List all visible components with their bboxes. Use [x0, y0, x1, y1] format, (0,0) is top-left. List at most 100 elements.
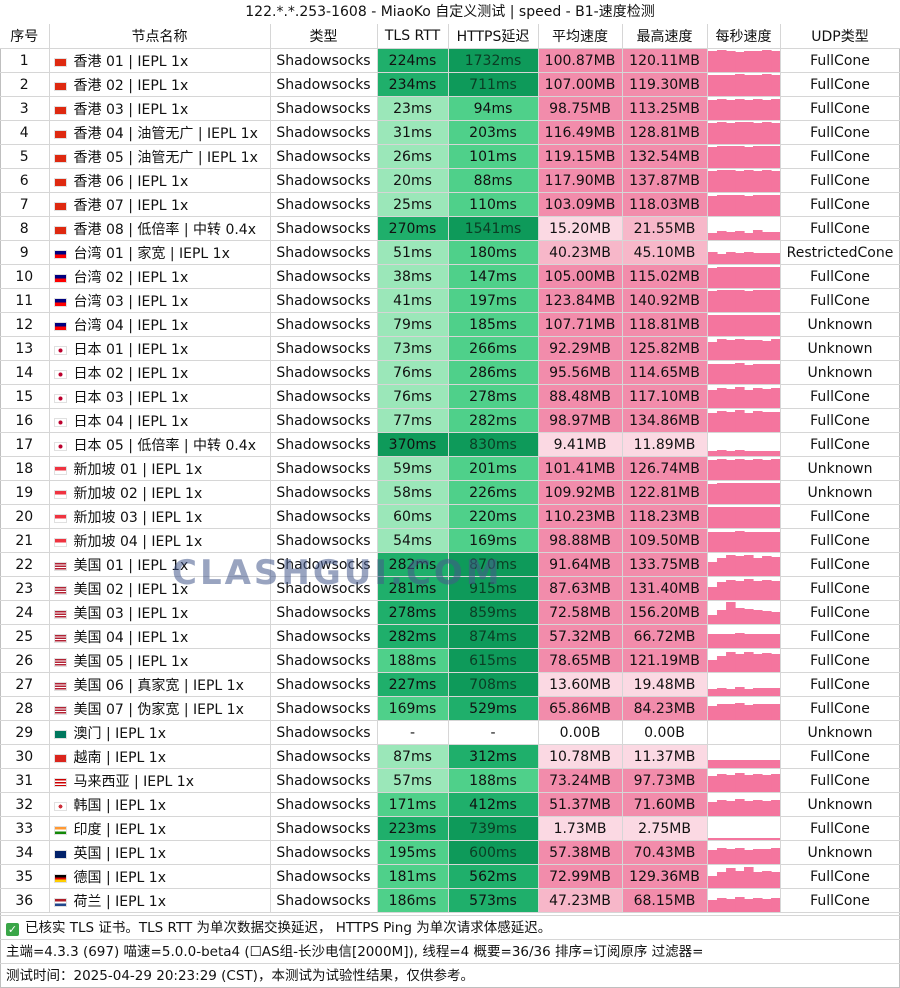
cell-https-latency: 412ms — [448, 792, 539, 817]
table-row[interactable]: 8 香港 08 | 低倍率 | 中转 0.4x Shadowsocks 270ms 15… — [0, 216, 900, 241]
table-row[interactable]: 24 美国 03 | IEPL 1x Shadowsocks 278ms 859ms 72… — [0, 600, 900, 625]
table-row[interactable]: 6 香港 06 | IEPL 1x Shadowsocks 20ms 88ms 117.9… — [0, 168, 900, 193]
table-row[interactable]: 3 香港 03 | IEPL 1x Shadowsocks 23ms 94ms 98.75… — [0, 96, 900, 121]
header-per-second-speed[interactable]: 每秒速度 — [707, 24, 781, 49]
cell-avg-speed: 117.90MB — [538, 168, 623, 193]
spark-bar — [752, 411, 763, 432]
table-row[interactable]: 23 美国 02 | IEPL 1x Shadowsocks 281ms 915ms 87… — [0, 576, 900, 601]
table-row[interactable]: 9 台湾 01 | 家宽 | IEPL 1x Shadowsocks 51ms 180m… — [0, 240, 900, 265]
cell-https-latency: 859ms — [448, 600, 539, 625]
table-header-row: 序号 节点名称 类型 TLS RTT HTTPS延迟 平均速度 最高速度 每秒速… — [0, 24, 900, 49]
cell-tls-rtt: 270ms — [377, 216, 449, 241]
spark-bar — [707, 291, 718, 312]
cell-index: 14 — [0, 360, 50, 385]
table-row[interactable]: 29 澳门 | IEPL 1x Shadowsocks - -0.00B 0.00B Unk… — [0, 720, 900, 745]
spark-bar — [761, 634, 772, 648]
spark-bar — [725, 146, 736, 168]
cell-max-speed: 128.81MB — [622, 120, 708, 145]
table-row[interactable]: 14 日本 02 | IEPL 1x Shadowsocks 76ms 286ms 95.… — [0, 360, 900, 385]
spark-bar — [734, 581, 745, 600]
table-row[interactable]: 13 日本 01 | IEPL 1x Shadowsocks 73ms 266ms 92.… — [0, 336, 900, 361]
cell-type: Shadowsocks — [270, 72, 378, 97]
table-row[interactable]: 32 韩国 | IEPL 1x Shadowsocks 171ms 412ms 51.37… — [0, 792, 900, 817]
cell-index: 26 — [0, 648, 50, 673]
spark-bar — [707, 587, 718, 600]
table-row[interactable]: 21 新加坡 04 | IEPL 1x Shadowsocks 54ms 169ms 98… — [0, 528, 900, 553]
spark-bar — [752, 123, 763, 144]
spark-bar — [716, 411, 727, 432]
spark-bar — [752, 451, 763, 456]
header-max-speed[interactable]: 最高速度 — [622, 24, 708, 49]
spark-bar — [707, 147, 718, 168]
spark-bar — [725, 838, 736, 840]
spark-bar — [725, 652, 736, 672]
spark-bar — [707, 850, 718, 864]
cell-node-name: 台湾 02 | IEPL 1x — [49, 264, 271, 289]
table-row[interactable]: 36 荷兰 | IEPL 1x Shadowsocks 186ms 573ms 47.23… — [0, 888, 900, 913]
cell-per-second-speed-sparkline — [707, 192, 781, 217]
header-avg-speed[interactable]: 平均速度 — [538, 24, 623, 49]
cell-https-latency: 615ms — [448, 648, 539, 673]
spark-bar — [716, 195, 727, 216]
header-node-name[interactable]: 节点名称 — [49, 24, 271, 49]
table-row[interactable]: 19 新加坡 02 | IEPL 1x Shadowsocks 58ms 226ms 10… — [0, 480, 900, 505]
flag-icon-jp — [53, 417, 67, 427]
cell-avg-speed: 0.00B — [538, 720, 623, 745]
flag-icon-mo — [53, 729, 67, 739]
table-row[interactable]: 15 日本 03 | IEPL 1x Shadowsocks 76ms 278ms 88.… — [0, 384, 900, 409]
spark-bar — [716, 267, 727, 288]
header-index[interactable]: 序号 — [0, 24, 50, 49]
table-row[interactable]: 20 新加坡 03 | IEPL 1x Shadowsocks 60ms 220ms 11… — [0, 504, 900, 529]
table-row[interactable]: 11 台湾 03 | IEPL 1x Shadowsocks 41ms 197ms 123… — [0, 288, 900, 313]
table-row[interactable]: 35 德国 | IEPL 1x Shadowsocks 181ms 562ms 72.99… — [0, 864, 900, 889]
spark-bar — [770, 388, 779, 408]
spark-bar — [707, 689, 718, 696]
spark-bar — [761, 412, 772, 432]
table-row[interactable]: 16 日本 04 | IEPL 1x Shadowsocks 77ms 282ms 98.… — [0, 408, 900, 433]
header-tls-rtt[interactable]: TLS RTT — [377, 24, 449, 49]
table-row[interactable]: 10 台湾 02 | IEPL 1x Shadowsocks 38ms 147ms 105… — [0, 264, 900, 289]
table-row[interactable]: 18 新加坡 01 | IEPL 1x Shadowsocks 59ms 201ms 10… — [0, 456, 900, 481]
cell-udp-type: FullCone — [780, 816, 900, 841]
header-udp-type[interactable]: UDP类型 — [780, 24, 900, 49]
node-name-text: 香港 02 | IEPL 1x — [73, 77, 189, 94]
table-row[interactable]: 25 美国 04 | IEPL 1x Shadowsocks 282ms 874ms 57… — [0, 624, 900, 649]
table-row[interactable]: 2 香港 02 | IEPL 1x Shadowsocks 234ms 711ms 107… — [0, 72, 900, 97]
cell-per-second-speed-sparkline — [707, 888, 781, 913]
spark-bar — [761, 170, 772, 192]
table-row[interactable]: 12 台湾 04 | IEPL 1x Shadowsocks 79ms 185ms 107… — [0, 312, 900, 337]
table-row[interactable]: 7 香港 07 | IEPL 1x Shadowsocks 25ms 110ms 103.… — [0, 192, 900, 217]
spark-bar — [770, 800, 779, 816]
cell-https-latency: 226ms — [448, 480, 539, 505]
spark-bar — [734, 363, 745, 384]
table-row[interactable]: 4 香港 04 | 油管无广 | IEPL 1x Shadowsocks 31ms 20… — [0, 120, 900, 145]
cell-https-latency: 88ms — [448, 168, 539, 193]
table-row[interactable]: 31 马来西亚 | IEPL 1x Shadowsocks 57ms 188ms 73.2… — [0, 768, 900, 793]
table-row[interactable]: 5 香港 05 | 油管无广 | IEPL 1x Shadowsocks 26ms 10… — [0, 144, 900, 169]
table-row[interactable]: 34 英国 | IEPL 1x Shadowsocks 195ms 600ms 57.38… — [0, 840, 900, 865]
cell-https-latency: - — [448, 720, 539, 745]
cell-udp-type: FullCone — [780, 288, 900, 313]
spark-bar — [761, 232, 772, 240]
cell-node-name: 新加坡 01 | IEPL 1x — [49, 456, 271, 481]
table-row[interactable]: 27 美国 06 | 真家宽 | IEPL 1x Shadowsocks 227ms 7… — [0, 672, 900, 697]
cell-udp-type: FullCone — [780, 768, 900, 793]
table-row[interactable]: 1 香港 01 | IEPL 1x Shadowsocks 224ms 1732ms 10… — [0, 48, 900, 73]
cell-per-second-speed-sparkline — [707, 528, 781, 553]
table-row[interactable]: 30 越南 | IEPL 1x Shadowsocks 87ms 312ms 10.78M… — [0, 744, 900, 769]
spark-bar — [770, 267, 779, 288]
cell-max-speed: 109.50MB — [622, 528, 708, 553]
cell-tls-rtt: 224ms — [377, 48, 449, 73]
cell-index: 12 — [0, 312, 50, 337]
node-name-text: 香港 03 | IEPL 1x — [73, 101, 189, 118]
header-type[interactable]: 类型 — [270, 24, 378, 49]
cell-type: Shadowsocks — [270, 312, 378, 337]
table-row[interactable]: 22 美国 01 | IEPL 1x Shadowsocks 282ms 870ms 91… — [0, 552, 900, 577]
table-row[interactable]: 28 美国 07 | 伪家宽 | IEPL 1x Shadowsocks 169ms 5… — [0, 696, 900, 721]
cell-type: Shadowsocks — [270, 744, 378, 769]
cell-tls-rtt: 195ms — [377, 840, 449, 865]
table-row[interactable]: 33 印度 | IEPL 1x Shadowsocks 223ms 739ms 1.73M… — [0, 816, 900, 841]
header-https-latency[interactable]: HTTPS延迟 — [448, 24, 539, 49]
table-row[interactable]: 17 日本 05 | 低倍率 | 中转 0.4x Shadowsocks 370ms 8… — [0, 432, 900, 457]
table-row[interactable]: 26 美国 05 | IEPL 1x Shadowsocks 188ms 615ms 78… — [0, 648, 900, 673]
